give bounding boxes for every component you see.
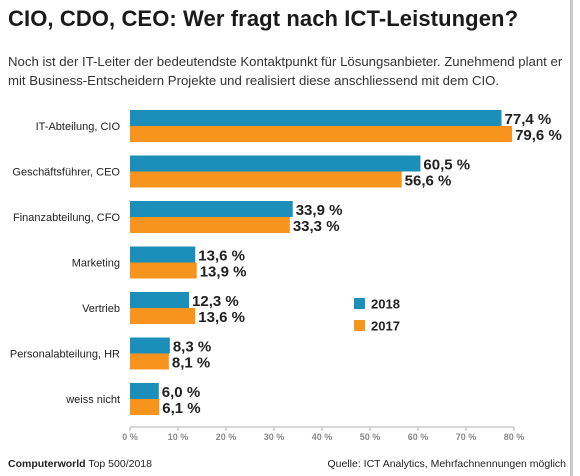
category-label: weiss nicht [65, 394, 120, 406]
data-label-2018: 60,5 % [423, 157, 470, 174]
bar-2017 [130, 308, 196, 324]
data-label-2018: 77,4 % [505, 111, 552, 128]
data-label-2018: 13,6 % [198, 248, 245, 265]
data-label-2017: 13,6 % [198, 309, 245, 326]
bar-2018 [130, 383, 159, 399]
category-label: Vertrieb [82, 303, 120, 315]
data-label-2018: 8,3 % [173, 339, 211, 356]
bar-2018 [130, 155, 421, 172]
data-label-2017: 33,3 % [293, 218, 340, 235]
x-tick-label: 10 % [168, 432, 189, 442]
x-tick-label: 0 % [122, 432, 138, 442]
bar-2018 [130, 110, 502, 126]
bar-2018 [130, 246, 196, 263]
data-label-2017: 13,9 % [200, 264, 247, 281]
x-tick-label: 20 % [216, 432, 237, 442]
category-label: Marketing [72, 258, 120, 270]
chart-title: CIO, CDO, CEO: Wer fragt nach ICT-Leistu… [8, 6, 519, 31]
legend-label-2018: 2018 [371, 297, 400, 312]
category-label: Personalabteilung, HR [10, 349, 120, 361]
bar-2017 [130, 126, 513, 142]
bar-2018 [130, 201, 293, 217]
bar-2018 [130, 292, 190, 308]
category-label: IT-Abteilung, CIO [36, 121, 121, 133]
x-axis: 0 % 10 % 20 % 30 % 40 % 50 % 60 % 70 % 80 % [122, 426, 525, 442]
legend-label-2017: 2017 [371, 319, 400, 334]
x-tick-label: 30 % [264, 432, 285, 442]
bar-2017 [130, 217, 290, 233]
legend-swatch-2017 [354, 320, 365, 331]
x-tick-label: 80 % [504, 432, 525, 442]
footer-source: Quelle: ICT Analytics, Mehrfachnennungen… [327, 458, 566, 470]
data-label-2017: 56,6 % [405, 173, 452, 190]
bar-2017 [130, 399, 160, 415]
data-label-2018: 12,3 % [192, 293, 239, 310]
footer-publication: Top 500/2018 [88, 458, 152, 470]
data-label-2017: 79,6 % [515, 127, 562, 144]
data-label-2018: 33,9 % [296, 202, 343, 219]
x-tick-label: 70 % [456, 432, 477, 442]
footer-brand: Computerworld Top 500/2018 [8, 458, 152, 470]
bar-2018 [130, 337, 170, 354]
category-label: Finanzabteilung, CFO [13, 212, 120, 224]
x-tick-label: 60 % [408, 432, 429, 442]
footer-brand-name: Computerworld [8, 458, 86, 470]
data-label-2017: 8,1 % [172, 355, 210, 372]
data-label-2017: 6,1 % [162, 400, 200, 417]
bar-2017 [130, 353, 169, 370]
bars-layer: IT-Abteilung, CIO 77,4 %79,6 % Geschäftsfü… [10, 110, 562, 417]
bar-2017 [130, 262, 197, 279]
legend-swatch-2018 [354, 298, 365, 309]
data-label-2018: 6,0 % [162, 384, 200, 401]
x-tick-label: 40 % [312, 432, 333, 442]
x-tick-label: 50 % [360, 432, 381, 442]
chart-subtitle: Noch ist der IT-Leiter der bedeutendste … [8, 54, 563, 88]
bar-2017 [130, 171, 402, 188]
category-label: Geschäftsführer, CEO [12, 167, 120, 179]
legend: 2018 2017 [354, 297, 400, 334]
